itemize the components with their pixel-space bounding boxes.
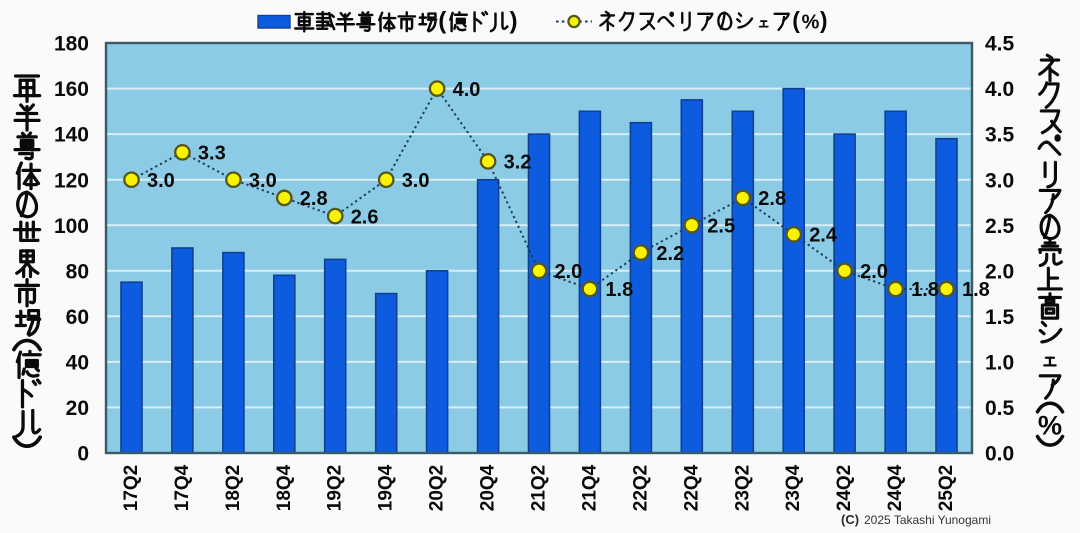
svg-text:1.0: 1.0 bbox=[985, 352, 1014, 375]
svg-text:2.8: 2.8 bbox=[758, 188, 786, 210]
svg-text:60: 60 bbox=[66, 306, 89, 329]
svg-text:1.8: 1.8 bbox=[605, 279, 633, 301]
svg-text:(: ( bbox=[792, 7, 800, 33]
svg-text:1.5: 1.5 bbox=[985, 306, 1015, 329]
svg-text:23Q2: 23Q2 bbox=[732, 465, 753, 511]
svg-text:): ) bbox=[510, 8, 518, 35]
svg-text:1.8: 1.8 bbox=[962, 279, 990, 301]
svg-text:0: 0 bbox=[77, 443, 89, 466]
svg-text:3.0: 3.0 bbox=[402, 170, 430, 192]
svg-text:22Q4: 22Q4 bbox=[681, 464, 702, 511]
svg-text:80: 80 bbox=[66, 260, 89, 283]
svg-text:4.0: 4.0 bbox=[985, 78, 1014, 101]
svg-text:160: 160 bbox=[54, 78, 89, 101]
svg-text:19Q4: 19Q4 bbox=[376, 464, 397, 511]
svg-text:22Q2: 22Q2 bbox=[630, 465, 651, 511]
svg-text:17Q2: 17Q2 bbox=[121, 465, 142, 511]
svg-text:120: 120 bbox=[54, 169, 89, 192]
svg-text:4.0: 4.0 bbox=[453, 79, 481, 101]
svg-text:17Q4: 17Q4 bbox=[172, 464, 193, 511]
svg-text:2.4: 2.4 bbox=[809, 225, 838, 247]
svg-text:2.0: 2.0 bbox=[985, 260, 1014, 283]
svg-text:3.0: 3.0 bbox=[147, 170, 175, 192]
svg-text:3.2: 3.2 bbox=[504, 152, 532, 174]
svg-text:180: 180 bbox=[54, 33, 89, 56]
svg-text:3.0: 3.0 bbox=[249, 170, 277, 192]
svg-text:19Q2: 19Q2 bbox=[325, 465, 346, 511]
svg-text:24Q2: 24Q2 bbox=[834, 465, 855, 511]
svg-text:18Q2: 18Q2 bbox=[223, 465, 244, 511]
svg-text:21Q4: 21Q4 bbox=[579, 464, 600, 511]
svg-text:3.0: 3.0 bbox=[985, 169, 1014, 192]
svg-text:23Q4: 23Q4 bbox=[783, 464, 804, 511]
svg-text:%: % bbox=[802, 11, 820, 33]
svg-text:2.5: 2.5 bbox=[985, 215, 1015, 238]
svg-text:3.5: 3.5 bbox=[985, 124, 1015, 147]
svg-text:%: % bbox=[1038, 409, 1062, 440]
svg-text:21Q2: 21Q2 bbox=[529, 465, 550, 511]
svg-text:25Q2: 25Q2 bbox=[936, 465, 957, 511]
svg-text:(: ( bbox=[438, 8, 447, 35]
svg-text:2.2: 2.2 bbox=[656, 243, 684, 265]
svg-text:1.8: 1.8 bbox=[911, 279, 939, 301]
svg-text:18Q4: 18Q4 bbox=[274, 464, 295, 511]
svg-text:(C): (C) bbox=[841, 512, 859, 527]
svg-text:2.8: 2.8 bbox=[300, 188, 328, 210]
svg-text:2025 Takashi Yunogami: 2025 Takashi Yunogami bbox=[864, 513, 991, 527]
svg-text:0.0: 0.0 bbox=[985, 443, 1014, 466]
svg-text:100: 100 bbox=[54, 215, 89, 238]
svg-text:2.5: 2.5 bbox=[707, 215, 735, 237]
svg-text:140: 140 bbox=[54, 124, 89, 147]
svg-text:40: 40 bbox=[66, 352, 89, 375]
svg-text:): ) bbox=[820, 7, 828, 33]
svg-text:2.0: 2.0 bbox=[555, 261, 583, 283]
svg-text:20: 20 bbox=[66, 397, 89, 420]
svg-text:3.3: 3.3 bbox=[198, 143, 226, 165]
svg-text:24Q4: 24Q4 bbox=[885, 464, 906, 511]
svg-text:4.5: 4.5 bbox=[985, 33, 1015, 56]
svg-text:20Q4: 20Q4 bbox=[478, 464, 499, 511]
svg-text:20Q2: 20Q2 bbox=[427, 465, 448, 511]
svg-text:0.5: 0.5 bbox=[985, 397, 1015, 420]
svg-text:2.0: 2.0 bbox=[860, 261, 888, 283]
svg-text:2.6: 2.6 bbox=[351, 206, 379, 228]
